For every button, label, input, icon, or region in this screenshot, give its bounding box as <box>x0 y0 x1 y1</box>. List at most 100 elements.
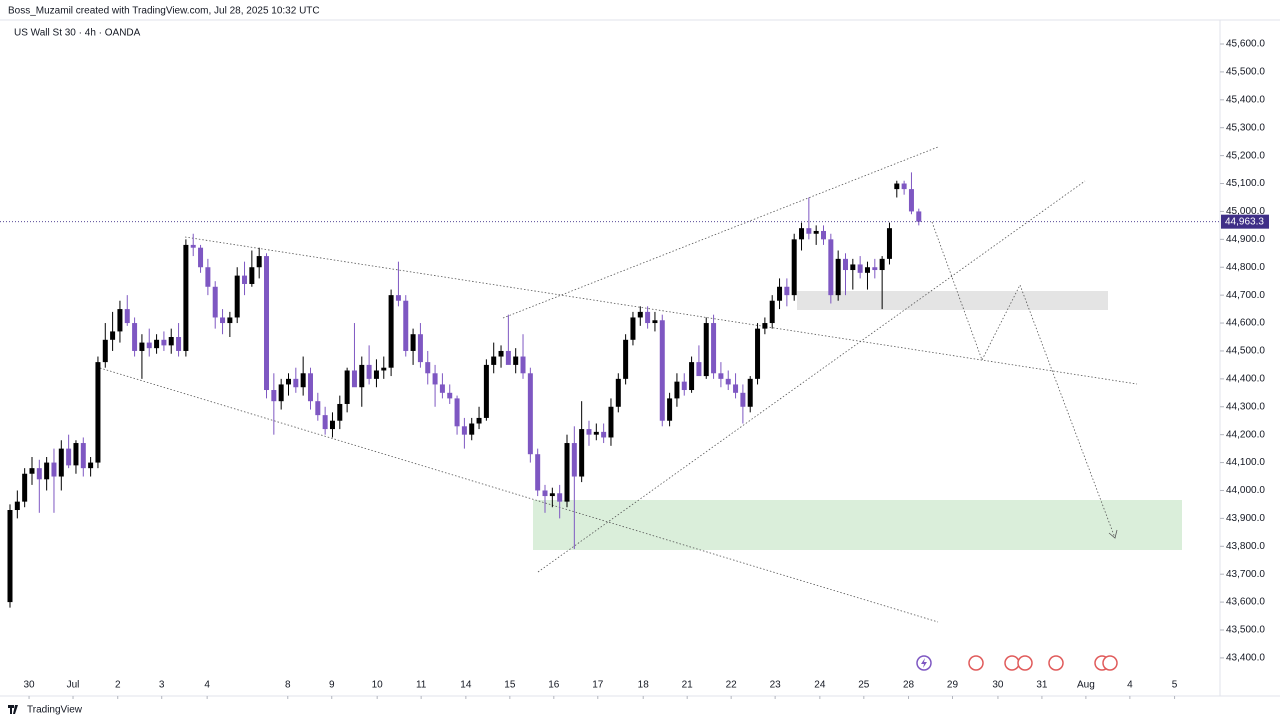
candle-body <box>777 286 783 301</box>
candle-body <box>689 362 695 391</box>
x-tick-label: 16 <box>548 680 560 691</box>
candle-body <box>549 493 555 497</box>
trend-line <box>184 236 1138 385</box>
candle-body <box>95 362 101 463</box>
y-tick-label: 45,000.0 <box>1226 206 1265 217</box>
candle-body <box>608 406 614 438</box>
candle-body <box>88 462 94 469</box>
candle-body <box>190 244 196 248</box>
x-tick-label: 8 <box>285 680 291 691</box>
y-tick-label: 45,100.0 <box>1226 178 1265 189</box>
y-tick-label: 44,300.0 <box>1226 401 1265 412</box>
candle-body <box>872 267 878 271</box>
x-tick-label: 22 <box>726 680 738 691</box>
candle-body <box>645 311 651 324</box>
x-tick-label: 29 <box>947 680 959 691</box>
trend-line <box>537 180 1086 573</box>
candle-body <box>571 443 577 477</box>
candle-body <box>242 275 248 284</box>
candle-body <box>315 401 321 416</box>
candle-body <box>220 317 226 324</box>
candle-body <box>557 493 563 502</box>
x-tick-label: Aug <box>1077 680 1095 691</box>
y-tick-label: 45,500.0 <box>1226 67 1265 78</box>
candle-body <box>205 267 211 287</box>
footer-brand: TradingView <box>27 705 83 716</box>
candle-body <box>864 267 870 273</box>
candle-body <box>791 239 797 296</box>
candle-body <box>725 378 731 385</box>
x-tick-label: 23 <box>770 680 782 691</box>
event-icon <box>1017 655 1033 671</box>
y-tick-label: 44,000.0 <box>1226 485 1265 496</box>
last-price-box <box>1221 214 1269 229</box>
candle-body <box>212 286 218 318</box>
candle-body <box>285 378 291 385</box>
x-tick-label: 17 <box>592 680 604 691</box>
y-tick-label: 44,800.0 <box>1226 262 1265 273</box>
candle-body <box>293 378 299 388</box>
candle-body <box>410 334 416 351</box>
y-tick-label: 44,200.0 <box>1226 429 1265 440</box>
candle-body <box>850 264 856 271</box>
candle-body <box>637 311 643 318</box>
candle-body <box>476 417 482 424</box>
candle-body <box>740 392 746 407</box>
candle-body <box>857 264 863 273</box>
x-tick-label: 5 <box>1172 680 1178 691</box>
y-tick-label: 44,100.0 <box>1226 457 1265 468</box>
candle-body <box>652 320 658 324</box>
candle-body <box>264 256 270 391</box>
x-tick-label: Jul <box>67 680 80 691</box>
candle-body <box>322 415 328 430</box>
candle-body <box>520 356 526 374</box>
x-tick-label: 10 <box>372 680 384 691</box>
x-tick-label: 2 <box>115 680 121 691</box>
x-tick-label: 11 <box>416 680 427 691</box>
candle-body <box>183 244 189 351</box>
candle-body <box>696 362 702 377</box>
candle-body <box>337 403 343 421</box>
candle-body <box>513 356 519 365</box>
event-icon <box>921 658 927 668</box>
candle-body <box>256 256 262 268</box>
candle-body <box>359 364 365 388</box>
x-tick-label: 25 <box>858 680 870 691</box>
candle-body <box>124 309 130 324</box>
x-tick-label: 3 <box>159 680 165 691</box>
candle-body <box>542 490 548 497</box>
candle-body <box>593 431 599 435</box>
candle-body <box>908 189 914 212</box>
candle-body <box>146 342 152 349</box>
candle-body <box>615 378 621 407</box>
candle-body <box>22 473 28 502</box>
candle-body <box>14 501 20 511</box>
arrow-head <box>1108 529 1118 539</box>
y-tick-label: 43,800.0 <box>1226 541 1265 552</box>
candle-body <box>901 183 907 190</box>
candle-body <box>432 373 438 385</box>
credit: Boss_Muzamil created with TradingView.co… <box>8 6 320 17</box>
candle-body <box>351 370 357 388</box>
candle-body <box>469 423 475 435</box>
candle-body <box>755 328 761 379</box>
event-icon <box>1102 655 1118 671</box>
candle-body <box>747 378 753 407</box>
candle-body <box>799 228 805 240</box>
candle-body <box>117 309 123 332</box>
y-tick-label: 45,300.0 <box>1226 122 1265 133</box>
candle-body <box>447 392 453 399</box>
candle-body <box>491 356 497 365</box>
candle-body <box>234 275 240 318</box>
x-tick-label: 4 <box>204 680 210 691</box>
candle-body <box>681 381 687 391</box>
y-tick-label: 44,600.0 <box>1226 318 1265 329</box>
candle-body <box>564 443 570 502</box>
candle-body <box>417 334 423 363</box>
candle-body <box>29 468 35 474</box>
candle-body <box>828 239 834 296</box>
candle-body <box>894 183 900 190</box>
candle-body <box>454 398 460 427</box>
